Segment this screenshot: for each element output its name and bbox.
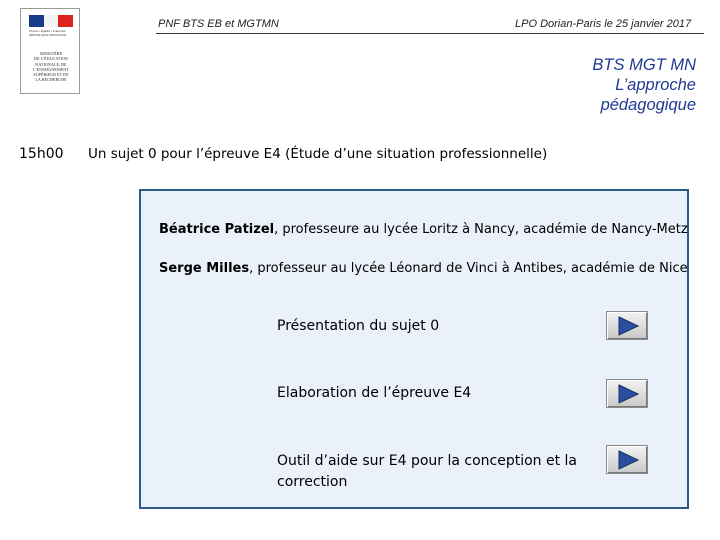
speaker-1-role: , professeure au lycée Loritz à Nancy, a… — [274, 222, 688, 237]
play-button-outil[interactable] — [606, 445, 648, 474]
header-left: PNF BTS EB et MGTMN — [158, 18, 279, 30]
speaker-1: Béatrice Patizel, professeure au lycée L… — [159, 222, 688, 237]
play-icon — [618, 450, 639, 470]
item-presentation-sujet: Présentation du sujet 0 — [277, 318, 440, 334]
speaker-2: Serge Milles, professeur au lycée Léonar… — [159, 261, 688, 276]
speaker-1-name: Béatrice Patizel — [159, 222, 275, 237]
session-subject: Un sujet 0 pour l’épreuve E4 (Étude d’un… — [88, 146, 548, 162]
play-icon — [618, 384, 639, 404]
logo-ministry-text: MINISTÈRE DE L'ÉDUCATION NATIONALE, DE L… — [33, 51, 69, 83]
item-outil-aide: Outil d’aide sur E4 pour la conception e… — [277, 453, 578, 490]
logo-motto: Liberté • Égalité • Fraternité RÉPUBLIQU… — [29, 29, 67, 37]
content-panel — [139, 189, 689, 509]
speaker-2-name: Serge Milles — [159, 261, 250, 276]
header-right: LPO Dorian-Paris le 25 janvier 2017 — [515, 18, 692, 30]
title-line-1: BTS MGT MN — [592, 56, 696, 74]
play-button-elaboration[interactable] — [606, 379, 648, 408]
session-time: 15h00 — [19, 146, 64, 162]
title-line-3: pédagogique — [600, 96, 696, 114]
play-button-presentation[interactable] — [606, 311, 648, 340]
speaker-2-role: , professeur au lycée Léonard de Vinci à… — [249, 261, 688, 276]
item-elaboration-epreuve: Elaboration de l’épreuve E4 — [277, 385, 472, 401]
page-title: BTS MGT MN L’approche pédagogique — [496, 55, 696, 115]
title-line-2: L’approche — [615, 76, 696, 94]
header-divider — [156, 33, 704, 34]
french-flag-icon — [29, 15, 74, 27]
ministry-logo: Liberté • Égalité • Fraternité RÉPUBLIQU… — [20, 8, 80, 94]
play-icon — [618, 316, 639, 336]
